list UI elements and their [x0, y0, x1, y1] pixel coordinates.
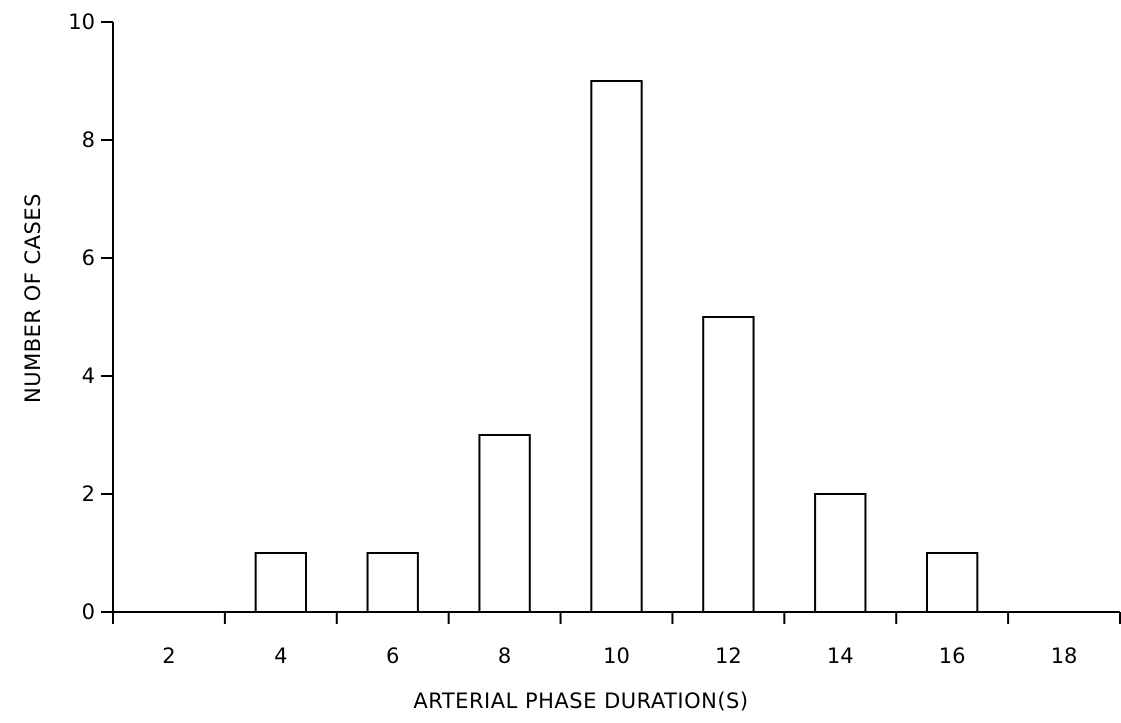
- bar-14: [814, 493, 867, 613]
- bar-12: [702, 316, 755, 613]
- bar-6: [366, 552, 419, 613]
- y-tick-label: 6: [82, 246, 95, 270]
- bar-10: [590, 80, 643, 613]
- bar-8: [478, 434, 531, 613]
- y-tick-label: 0: [82, 600, 95, 624]
- y-axis-title: NUMBER OF CASES: [21, 193, 45, 403]
- x-tick-label: 16: [939, 644, 966, 668]
- ticks-layer: 2 4 6 8 10 12 14 16 18 0 2 4 6 8 10: [68, 10, 1121, 668]
- axes-layer: [112, 22, 1120, 613]
- bar-4: [254, 552, 308, 613]
- x-tick-label: 12: [715, 644, 742, 668]
- x-tick-label: 6: [386, 644, 399, 668]
- x-tick-label: 14: [827, 644, 854, 668]
- y-tick-label: 8: [82, 128, 95, 152]
- x-tick-label: 2: [162, 644, 175, 668]
- bars-layer: [254, 80, 979, 613]
- x-tick-label: 10: [603, 644, 630, 668]
- bar-16: [925, 552, 979, 613]
- x-tick-label: 18: [1051, 644, 1078, 668]
- x-tick-label: 4: [274, 644, 287, 668]
- x-tick-label: 8: [498, 644, 511, 668]
- y-tick-label: 10: [68, 10, 95, 34]
- y-tick-label: 4: [82, 364, 95, 388]
- y-tick-label: 2: [82, 482, 95, 506]
- x-axis-title: ARTERIAL PHASE DURATION(S): [413, 689, 748, 713]
